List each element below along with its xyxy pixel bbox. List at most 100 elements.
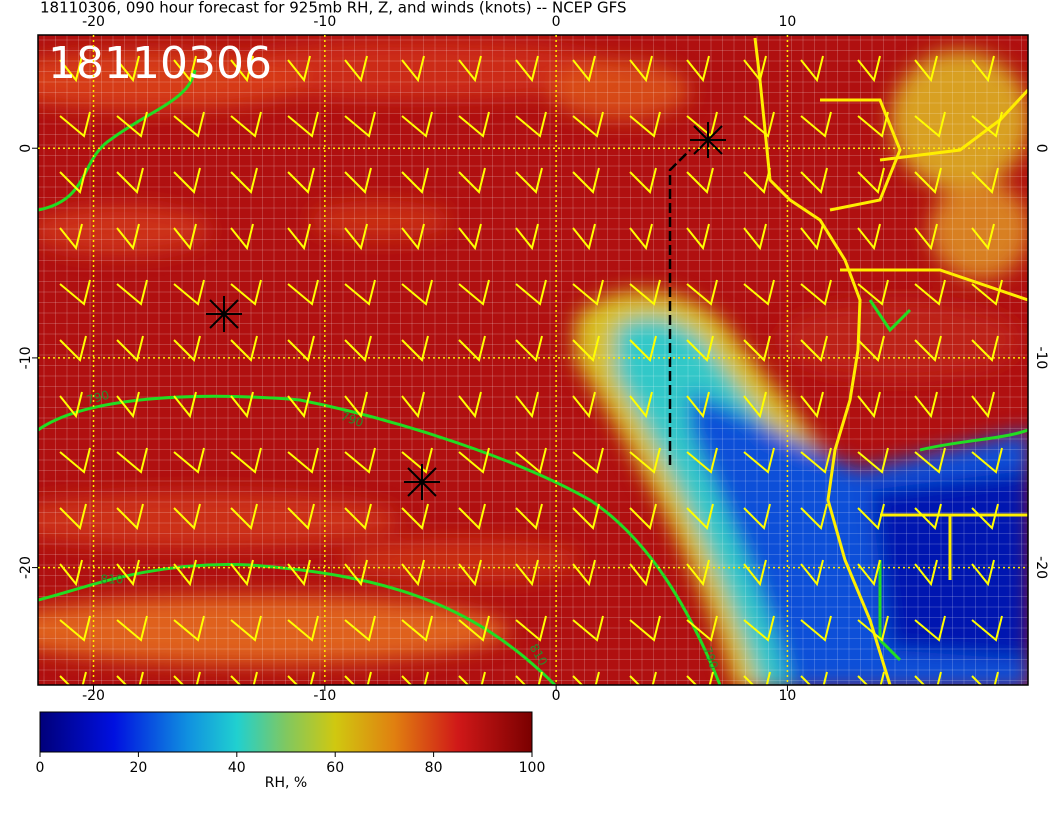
wind-barb [116,279,148,306]
wind-barb [173,167,201,194]
wind-barb [857,335,885,362]
wind-barb [857,279,889,306]
wind-barb [743,447,775,474]
x-tick-label-top: -20 [82,14,105,30]
colorbar-tick-label: 40 [228,760,246,776]
wind-barb [401,671,429,685]
wind-barb [857,615,889,642]
wind-barb [857,671,885,685]
wind-barb [629,279,661,306]
wind-barb [629,615,661,642]
wind-barb [401,111,433,138]
wind-barb [629,503,657,530]
wind-barb [515,167,543,194]
wind-barb [401,559,425,587]
wind-barb [287,671,315,685]
wind-barb [59,447,91,474]
wind-barb [230,111,262,138]
wind-barb [116,559,140,587]
wind-barb [971,447,1003,474]
wind-barb [116,391,140,419]
wind-barb [515,55,539,83]
wind-barb [629,671,657,685]
wind-barb [116,671,144,685]
wind-barb [401,615,433,642]
wind-barb [287,615,319,642]
wind-barb [344,391,368,419]
wind-barb [401,167,429,194]
wind-barb [914,279,946,306]
wind-barb [686,671,714,685]
colorbar-tick-label: 0 [36,760,45,776]
wind-barb [800,167,828,194]
wind-barb [914,391,938,419]
date-stamp: 18110306 [48,38,272,89]
wind-barb [686,391,710,419]
wind-barb [572,671,600,685]
wind-barb [800,335,828,362]
wind-barb [287,111,319,138]
wind-barb [401,447,433,474]
wind-barb [743,279,775,306]
wind-barb [458,447,490,474]
wind-barb [173,503,201,530]
wind-barb [971,167,999,194]
wind-barb [458,111,490,138]
x-tick-label: 0 [552,688,561,704]
wind-barb [458,615,490,642]
x-tick-label: -20 [82,688,105,704]
wind-barb [743,503,771,530]
wind-barb [401,335,429,362]
wind-barb [914,671,942,685]
wind-barb [572,279,604,306]
wind-barb [458,167,486,194]
wind-barb [173,671,201,685]
wind-barb [629,335,657,362]
wind-barb [230,55,254,83]
wind-barb [971,111,1003,138]
wind-barb [686,559,710,587]
y-tick-label: -20 [18,556,34,579]
wind-barb [629,223,653,251]
wind-barb [800,111,832,138]
wind-barb [857,55,881,83]
wind-barb [572,503,600,530]
wind-barb [515,223,539,251]
colorbar [39,711,533,753]
wind-barb [515,447,547,474]
wind-barb [515,111,547,138]
wind-barb [743,335,771,362]
wind-barb [116,55,140,83]
wind-barb [401,503,429,530]
coastline [753,37,1028,685]
wind-barb [59,503,87,530]
wind-barb [458,223,482,251]
wind-barb [800,223,824,251]
wind-barb [59,671,87,685]
wind-barb [971,503,999,530]
title: 18110306, 090 hour forecast for 925mb RH… [40,0,626,17]
map-field: 18110306 [38,35,1028,685]
wind-barb [629,391,653,419]
wind-barb [686,615,718,642]
wind-barb [572,223,596,251]
colorbar-tick-label: 100 [519,760,546,776]
wind-barb [572,55,596,83]
wind-barb [743,167,771,194]
wind-barb [857,391,881,419]
wind-barb [743,111,775,138]
wind-barb [173,391,197,419]
rh-field [38,40,1028,685]
y-tick-label-right: -10 [1033,346,1049,369]
wind-barb [287,391,311,419]
wind-barb [914,503,942,530]
wind-barb [344,503,372,530]
wind-barb [800,391,824,419]
x-tick-label: 10 [779,688,797,704]
wind-barb [743,671,771,685]
wind-barb [344,615,376,642]
wind-barb [230,671,258,685]
colorbar-tick-label: 60 [326,760,344,776]
wind-barb [287,55,311,83]
y-tick-label: 0 [18,144,34,153]
